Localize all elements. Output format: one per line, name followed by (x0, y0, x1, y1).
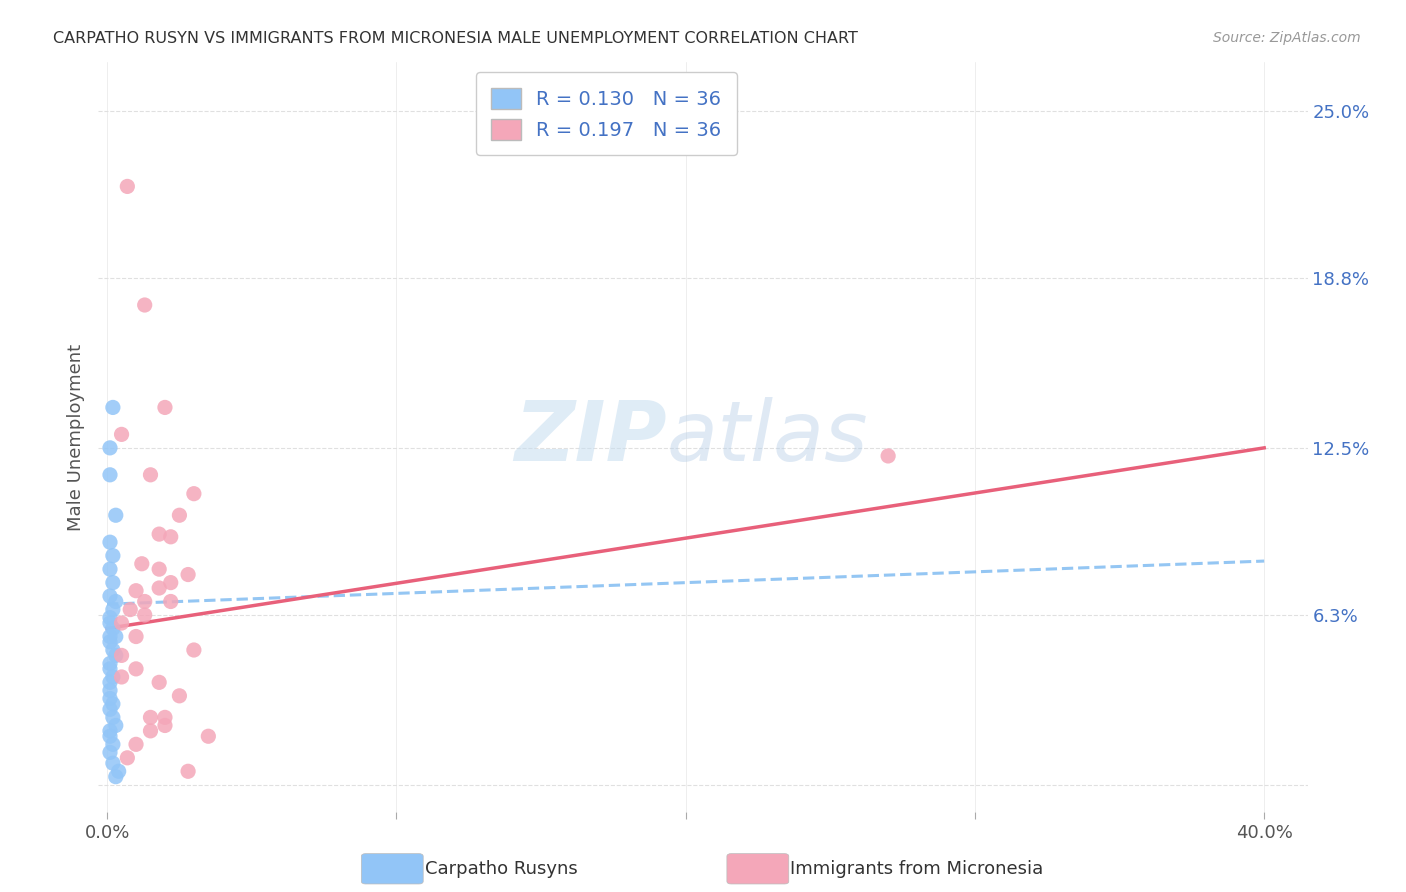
Text: Source: ZipAtlas.com: Source: ZipAtlas.com (1213, 31, 1361, 45)
Point (148, 527, 170, 541)
Point (104, 594, 127, 608)
Point (98, 675, 121, 690)
Point (110, 427, 132, 442)
Point (153, 718, 176, 732)
Point (148, 675, 170, 690)
Point (153, 401, 176, 415)
Point (139, 723, 162, 738)
Point (98, 691, 121, 706)
Point (98, 657, 121, 671)
Point (159, 594, 181, 608)
Point (104, 770, 127, 784)
Point (98, 702, 121, 716)
Point (139, 710, 162, 724)
Point (117, 179, 139, 194)
Point (98, 729, 121, 743)
Point (101, 670, 124, 684)
Point (98, 615, 121, 630)
Point (125, 662, 148, 676)
Point (183, 643, 205, 657)
Point (101, 602, 124, 616)
Point (104, 508, 127, 523)
Point (125, 737, 148, 751)
Point (177, 567, 200, 582)
Text: ZIP: ZIP (515, 397, 666, 477)
Point (101, 622, 124, 636)
Point (159, 530, 181, 544)
Point (101, 756, 124, 771)
Point (101, 643, 124, 657)
Point (104, 630, 127, 644)
Text: atlas: atlas (666, 397, 869, 477)
Point (98, 610, 121, 624)
Point (134, 594, 156, 608)
Text: CARPATHO RUSYN VS IMMIGRANTS FROM MICRONESIA MALE UNEMPLOYMENT CORRELATION CHART: CARPATHO RUSYN VS IMMIGRANTS FROM MICRON… (53, 31, 858, 46)
Point (134, 298, 156, 312)
Point (98, 630, 121, 644)
Point (98, 662, 121, 676)
Point (98, 683, 121, 698)
Point (107, 764, 129, 779)
Point (110, 670, 132, 684)
Text: Carpatho Rusyns: Carpatho Rusyns (425, 860, 578, 878)
Point (117, 751, 139, 765)
Point (197, 729, 219, 743)
Point (159, 575, 181, 590)
Point (98, 441, 121, 455)
Point (134, 607, 156, 622)
Point (169, 508, 191, 523)
Point (98, 589, 121, 603)
Point (125, 583, 148, 598)
Point (177, 764, 200, 779)
Point (98, 467, 121, 482)
Point (131, 557, 153, 571)
Point (98, 562, 121, 576)
Point (125, 630, 148, 644)
Point (148, 562, 170, 576)
Point (139, 467, 162, 482)
Point (98, 635, 121, 649)
Point (101, 710, 124, 724)
Point (120, 602, 142, 616)
Point (110, 648, 132, 663)
Point (101, 549, 124, 563)
Point (169, 689, 191, 703)
Point (101, 401, 124, 415)
Point (98, 535, 121, 549)
Point (153, 710, 176, 724)
Legend: R = 0.130   N = 36, R = 0.197   N = 36: R = 0.130 N = 36, R = 0.197 N = 36 (475, 72, 737, 155)
Y-axis label: Male Unemployment: Male Unemployment (66, 343, 84, 531)
Point (98, 746, 121, 760)
Point (183, 486, 205, 500)
Point (101, 575, 124, 590)
Point (98, 723, 121, 738)
Point (110, 615, 132, 630)
Point (104, 648, 127, 663)
Point (104, 718, 127, 732)
Point (877, 449, 900, 463)
Point (101, 697, 124, 711)
Point (148, 581, 170, 595)
Text: Immigrants from Micronesia: Immigrants from Micronesia (790, 860, 1043, 878)
Point (101, 737, 124, 751)
